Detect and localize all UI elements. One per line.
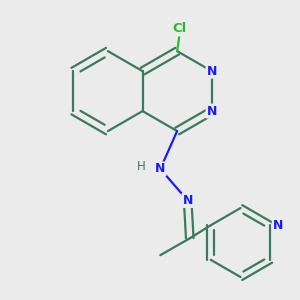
Text: N: N (207, 105, 217, 118)
Text: N: N (273, 219, 283, 232)
Text: H: H (137, 160, 146, 173)
Text: Cl: Cl (172, 22, 186, 35)
Text: N: N (207, 64, 217, 78)
Text: N: N (182, 194, 193, 207)
Text: N: N (155, 162, 166, 176)
